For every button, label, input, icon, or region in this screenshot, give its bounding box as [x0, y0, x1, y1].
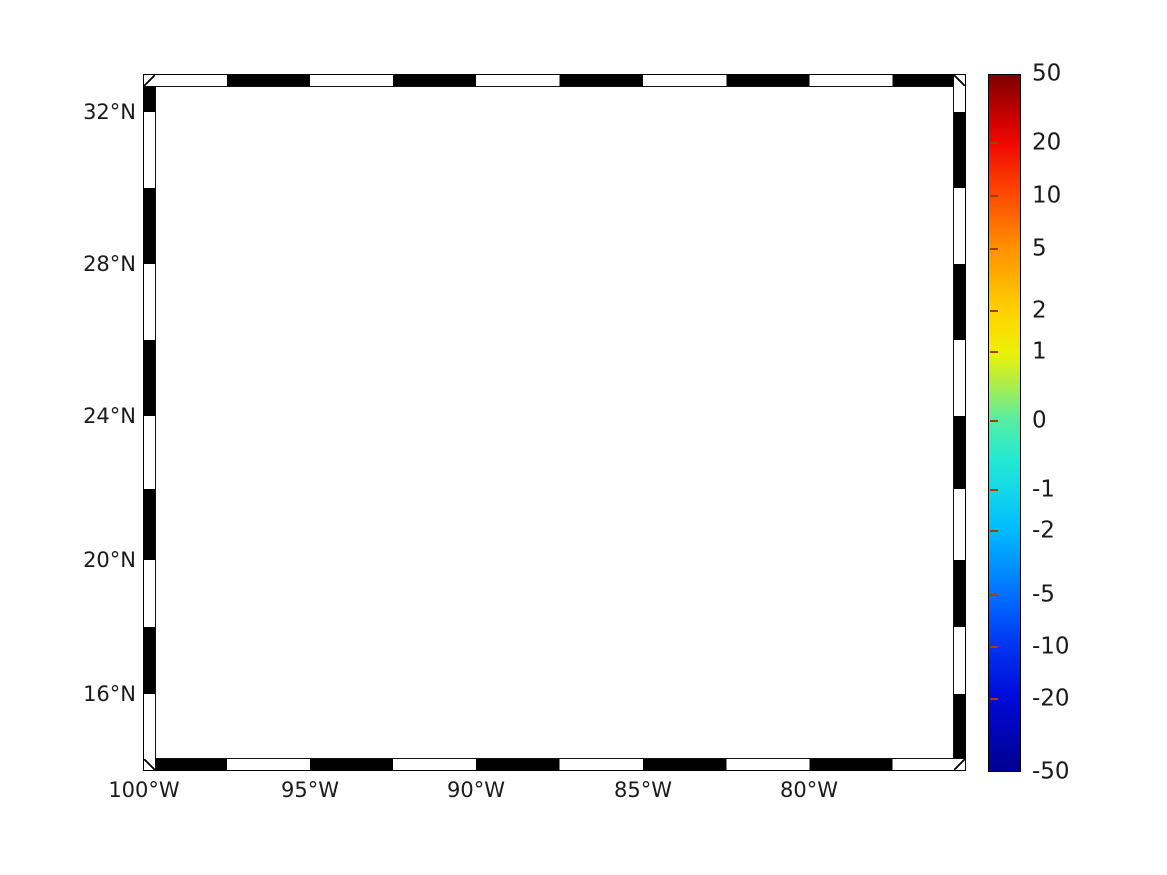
colorbar — [988, 74, 1021, 772]
frame-corner-top-left — [144, 75, 155, 86]
colorbar-tick-label: -2 — [1032, 517, 1055, 544]
y-tick-label: 32°N — [83, 100, 136, 124]
colorbar-tick-mark — [990, 142, 998, 145]
y-tick-label: 16°N — [83, 682, 136, 706]
x-tick-label: 80°W — [780, 778, 838, 802]
colorbar-tick-label: 50 — [1032, 60, 1062, 87]
colorbar-tick-label: 2 — [1032, 297, 1047, 324]
colorbar-tick-label: 1 — [1032, 338, 1047, 365]
colorbar-tick-mark — [990, 697, 998, 700]
colorbar-tick-label: -50 — [1032, 758, 1070, 785]
colorbar-tick-label: -20 — [1032, 685, 1070, 712]
colorbar-tick-mark — [990, 593, 998, 596]
colorbar-tick-label: -1 — [1032, 476, 1055, 503]
colorbar-tick-mark — [990, 247, 998, 250]
colorbar-tick-label: 20 — [1032, 129, 1062, 156]
x-tick-label: 90°W — [447, 778, 505, 802]
colorbar-tick-label: -10 — [1032, 633, 1070, 660]
colorbar-tick-mark — [990, 419, 998, 422]
y-tick-label: 24°N — [83, 404, 136, 428]
frame-corner-bottom-left — [144, 759, 155, 770]
plot-inner-border — [155, 86, 954, 759]
frame-corner-top-right — [954, 75, 965, 86]
x-tick-label: 95°W — [281, 778, 339, 802]
colorbar-tick-mark — [990, 350, 998, 353]
map-frame — [143, 74, 966, 771]
colorbar-tick-label: -5 — [1032, 581, 1055, 608]
colorbar-tick-mark — [990, 489, 998, 491]
colorbar-tick-label: 5 — [1032, 235, 1047, 262]
y-tick-label: 28°N — [83, 252, 136, 276]
colorbar-tick-mark — [990, 529, 998, 532]
colorbar-tick-mark — [990, 195, 998, 197]
frame-corner-bottom-right — [954, 759, 965, 770]
frame-strip-left — [144, 86, 155, 759]
x-tick-label: 85°W — [614, 778, 672, 802]
frame-strip-top — [155, 75, 954, 86]
colorbar-tick-mark — [990, 645, 998, 648]
y-tick-label: 20°N — [83, 548, 136, 572]
frame-strip-right — [954, 86, 965, 759]
colorbar-tick-mark — [990, 309, 998, 312]
frame-strip-bottom — [155, 759, 954, 770]
colorbar-tick-label: 0 — [1032, 407, 1047, 434]
x-tick-label: 100°W — [108, 778, 180, 802]
colorbar-tick-label: 10 — [1032, 182, 1062, 209]
